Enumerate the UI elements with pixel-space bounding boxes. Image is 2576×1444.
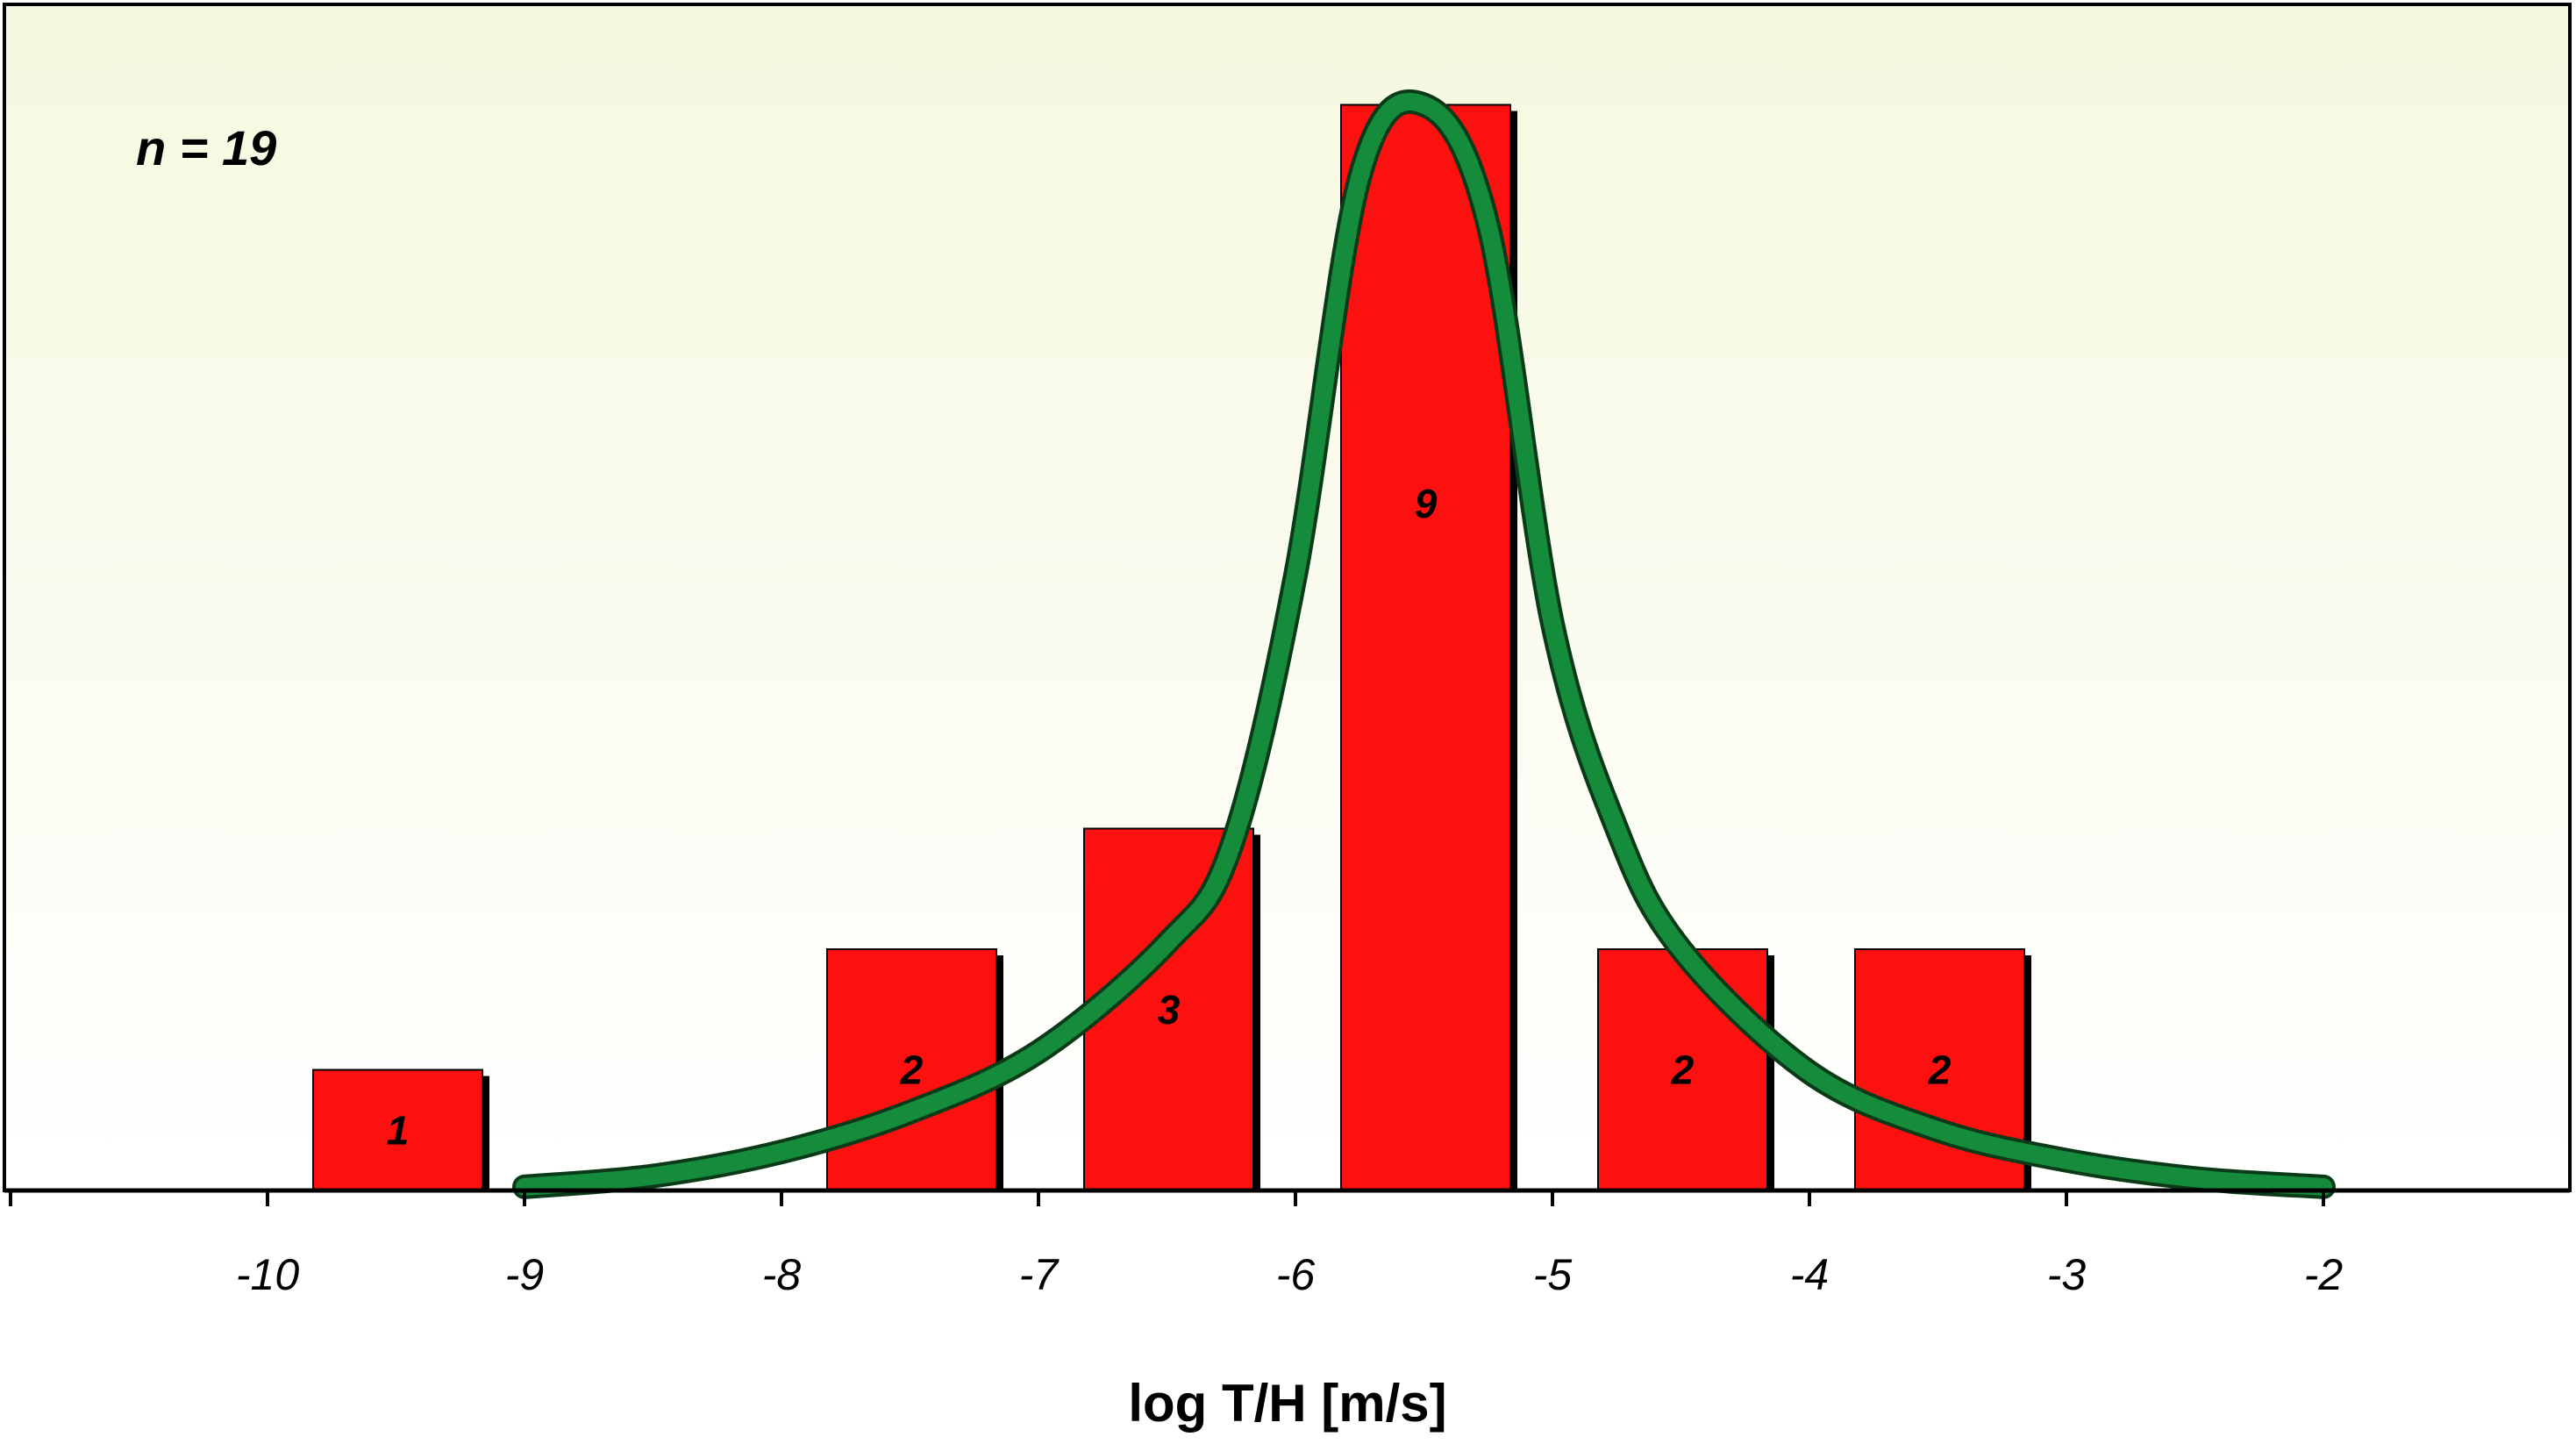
x-tick-label: -6: [1276, 1250, 1316, 1299]
x-tick-label: -7: [1019, 1250, 1060, 1299]
bar: [1597, 948, 1768, 1191]
curve-layer: [512, 89, 2336, 1199]
x-tick-label: -3: [2047, 1250, 2087, 1299]
bar: [1340, 104, 1511, 1191]
bar-value-label: 2: [1928, 1047, 1952, 1093]
x-axis: -10 -9 -8 -7 -6 -5 -4 -3 -2: [4, 1188, 2570, 1299]
x-axis-title: log T/H [m/s]: [1128, 1374, 1446, 1433]
x-tick-label: -4: [1790, 1250, 1829, 1299]
bar-labels: 1 2 3 9 2 2: [387, 481, 1952, 1154]
bar: [312, 1069, 483, 1191]
x-tick-label: -9: [505, 1250, 544, 1299]
x-tick-label: -8: [762, 1250, 802, 1299]
bar-value-label: 2: [1671, 1047, 1695, 1093]
bar-value-label: 9: [1415, 481, 1438, 526]
x-tick-label: -5: [1533, 1250, 1573, 1299]
bar: [826, 948, 997, 1191]
sample-size-label: n = 19: [136, 120, 276, 175]
x-tick-label: -2: [2304, 1250, 2344, 1299]
x-tick-label: -10: [236, 1250, 299, 1299]
bar-value-label: 1: [387, 1107, 410, 1153]
fit-curve: [516, 92, 2332, 1196]
bar-value-label: 3: [1158, 987, 1181, 1033]
bars-layer: [312, 104, 2031, 1191]
bar-value-label: 2: [900, 1047, 924, 1093]
